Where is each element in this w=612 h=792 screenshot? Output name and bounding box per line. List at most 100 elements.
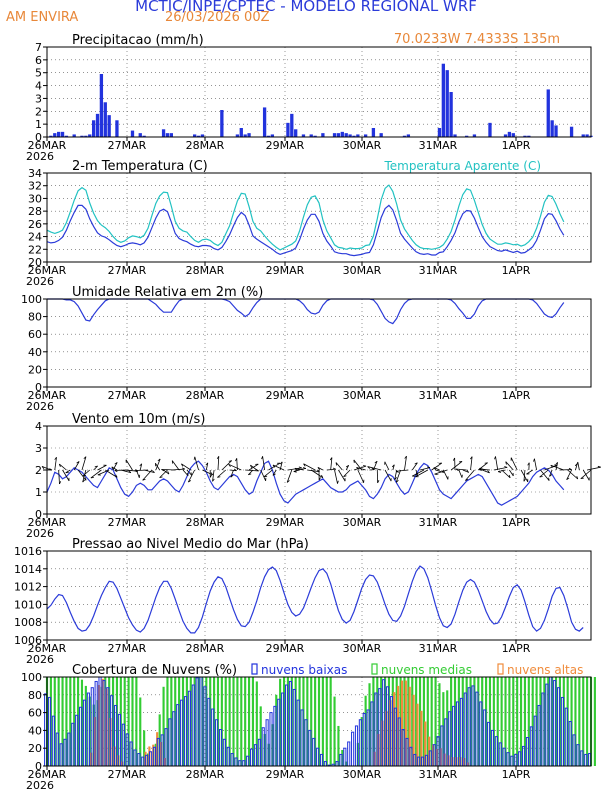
wind-vector (272, 464, 285, 471)
cloud-low-bar (409, 746, 413, 767)
wind-vector (65, 469, 71, 474)
wind-vector-head (566, 477, 570, 480)
y-tick-label: 26 (28, 218, 42, 231)
cloud-mid-bar (310, 677, 313, 766)
cloud-low-bar (230, 753, 234, 767)
wind-vector (139, 463, 143, 471)
cloud-low-bar (265, 719, 269, 767)
precip-bar (49, 135, 53, 137)
wind-vector (272, 469, 277, 476)
cloud-mid-bar (127, 677, 130, 766)
wind-vector-head (302, 467, 307, 469)
cloud-mid-bar (519, 677, 523, 766)
precip-bar (356, 134, 360, 137)
wind-vector (544, 465, 558, 471)
cloud-low-bar (549, 676, 553, 767)
cloud-mid-bar (500, 677, 503, 766)
wind-vector (82, 469, 87, 483)
wind-vector-head (167, 471, 170, 475)
y-tick-label: 1006 (14, 634, 42, 647)
wind-vector (356, 467, 366, 471)
cloud-low-bar (82, 699, 87, 767)
y-tick-label: 1014 (14, 563, 42, 576)
x-tick-label: 1APR (502, 768, 531, 781)
cloud-mid-bar (236, 677, 239, 766)
cloud-low-bar (525, 737, 530, 767)
wind-vector-head (190, 472, 193, 476)
precip-bar (301, 134, 306, 137)
cloud-low-bar (106, 687, 110, 767)
cloud-low-bar (382, 679, 386, 767)
precip-bar (247, 133, 251, 137)
wind-vector-head (377, 480, 380, 484)
legend-swatch (497, 663, 504, 675)
precip-bar (57, 131, 61, 137)
x-tick-label: 28MAR (186, 389, 225, 402)
wind-vector-head (294, 467, 298, 471)
wind-vector (482, 469, 490, 474)
wind-vector-head (504, 466, 508, 468)
year-label: 2026 (26, 275, 54, 288)
cloud-low-bar (522, 745, 526, 767)
wind-vector-head (58, 463, 61, 468)
cloud-low-bar (339, 753, 343, 767)
cloud-low-bar (518, 751, 522, 767)
wind-vector-head (212, 478, 215, 482)
series-line-secondary (46, 184, 565, 251)
x-tick-label: 1APR (502, 642, 531, 655)
wind-vector (163, 469, 170, 475)
series-line-primary (46, 204, 565, 257)
cloud-low-bar (553, 680, 557, 767)
cloud-low-bar (67, 732, 71, 767)
precip-bar (80, 135, 84, 137)
wind-vector (73, 461, 80, 471)
cloud-low-bar (389, 696, 394, 767)
cloud-mid-bar (325, 677, 328, 766)
wind-vector-head (128, 470, 132, 473)
wind-vector-head (555, 462, 558, 465)
wind-vector-head (181, 463, 184, 467)
wind-vector (478, 468, 491, 471)
precip-bar (72, 134, 76, 137)
y-tick-label: 60 (28, 328, 42, 341)
cloud-mid-bar (527, 677, 530, 766)
wind-vector-head (343, 475, 347, 478)
precip-bar (585, 134, 589, 137)
wind-vector (317, 467, 324, 471)
precip-bar (200, 134, 205, 137)
cloud-mid-bar (333, 696, 336, 766)
cloud-mid-bar (593, 677, 596, 766)
cloud-low-bar (463, 692, 467, 767)
cloud-low-bar (323, 761, 327, 767)
cloud-mid-bar (329, 677, 332, 766)
y-tick-label: 20 (28, 742, 42, 755)
precip-bar (239, 128, 243, 137)
y-tick-label: 4 (35, 80, 42, 93)
panel-title: Umidade Relativa em 2m (%) (72, 285, 263, 300)
wind-vector-head (272, 473, 276, 476)
wind-vector-head (303, 463, 306, 467)
precip-bar (352, 135, 356, 137)
wind-vector-head (318, 477, 321, 481)
wind-vector-head (337, 480, 339, 484)
wind-vector (221, 460, 233, 471)
cloud-high-bar (412, 694, 415, 766)
wind-vector (587, 466, 601, 471)
wind-vector-head (114, 470, 118, 473)
wind-vector-head (452, 457, 456, 461)
cloud-low-bar (242, 760, 246, 767)
x-tick-label: 28MAR (186, 516, 225, 529)
wind-vector-head (523, 478, 526, 482)
precip-bar (348, 134, 352, 137)
cloud-low-bar (467, 687, 471, 767)
cloud-low-bar (292, 688, 296, 767)
x-tick-label: 27MAR (108, 139, 147, 152)
wind-vector-head (228, 460, 232, 462)
cloud-high-bar (420, 710, 423, 766)
cloud-low-bar (537, 704, 541, 767)
x-tick-label: 26MAR (28, 264, 67, 277)
cloud-mid-bar (516, 677, 519, 766)
wind-vector-head (41, 466, 45, 469)
cloud-mid-bar (488, 677, 492, 766)
wind-vector (540, 469, 550, 481)
